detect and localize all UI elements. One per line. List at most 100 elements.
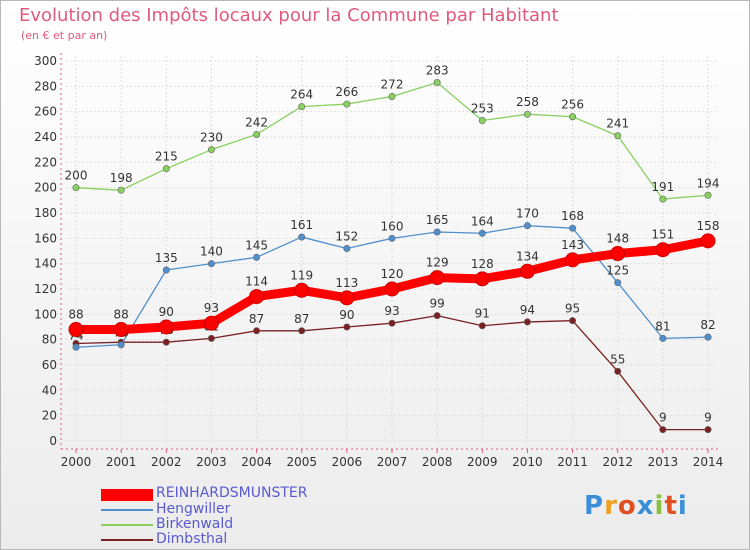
data-point <box>158 319 174 335</box>
y-tick-label: 120 <box>34 282 57 296</box>
data-label: 128 <box>471 257 494 271</box>
data-point <box>659 426 667 434</box>
data-point <box>655 242 671 258</box>
data-label: 140 <box>200 245 223 259</box>
data-label: 264 <box>290 88 313 102</box>
y-tick-label: 160 <box>34 231 57 245</box>
data-point <box>659 195 667 203</box>
data-point <box>253 130 261 138</box>
data-label: 215 <box>155 150 178 164</box>
data-point <box>207 334 215 342</box>
x-tick-label: 2009 <box>467 455 498 469</box>
data-label: 160 <box>381 219 404 233</box>
data-point <box>433 312 441 320</box>
data-label: 272 <box>381 77 404 91</box>
data-point <box>343 323 351 331</box>
data-point <box>339 290 355 306</box>
data-point <box>700 233 716 249</box>
data-point <box>117 186 125 194</box>
data-label: 81 <box>655 319 670 333</box>
data-point <box>298 103 306 111</box>
data-label: 88 <box>68 308 83 322</box>
data-point <box>72 343 80 351</box>
data-label: 90 <box>339 308 354 322</box>
data-point <box>388 319 396 327</box>
x-tick-label: 2010 <box>512 455 543 469</box>
data-point <box>388 92 396 100</box>
data-point <box>519 263 535 279</box>
data-point <box>704 333 712 341</box>
legend-label: Dimbsthal <box>156 531 228 547</box>
data-point <box>298 327 306 335</box>
legend-swatch <box>101 489 153 501</box>
data-label: 266 <box>335 85 358 99</box>
data-label: 87 <box>249 312 264 326</box>
y-tick-label: 220 <box>34 155 57 169</box>
data-point <box>72 184 80 192</box>
data-label: 120 <box>381 267 404 281</box>
data-label: 87 <box>294 312 309 326</box>
y-tick-label: 40 <box>42 383 57 397</box>
data-label: 113 <box>335 276 358 290</box>
data-label: 114 <box>245 275 268 289</box>
data-label: 258 <box>516 95 539 109</box>
data-point <box>117 341 125 349</box>
legend-swatch <box>101 539 153 541</box>
y-tick-label: 240 <box>34 130 57 144</box>
data-label: 164 <box>471 214 494 228</box>
data-point <box>478 117 486 125</box>
data-point <box>203 315 219 331</box>
data-point <box>253 327 261 335</box>
y-tick-label: 300 <box>34 54 57 68</box>
x-tick-label: 2001 <box>106 455 137 469</box>
data-point <box>523 222 531 230</box>
data-point <box>294 282 310 298</box>
y-tick-label: 60 <box>42 358 57 372</box>
data-label: 135 <box>155 251 178 265</box>
data-label: 93 <box>384 304 399 318</box>
x-tick-label: 2008 <box>422 455 453 469</box>
data-label: 145 <box>245 238 268 252</box>
data-label: 242 <box>245 115 268 129</box>
data-point <box>569 224 577 232</box>
data-point <box>614 367 622 375</box>
data-label: 256 <box>561 98 584 112</box>
data-label: 253 <box>471 102 494 116</box>
x-tick-label: 2012 <box>602 455 633 469</box>
data-point <box>162 165 170 173</box>
data-point <box>113 322 129 338</box>
x-tick-label: 2007 <box>377 455 408 469</box>
y-tick-label: 260 <box>34 105 57 119</box>
data-label: 82 <box>700 318 715 332</box>
data-point <box>478 229 486 237</box>
data-label: 143 <box>561 238 584 252</box>
data-point <box>523 318 531 326</box>
data-label: 200 <box>65 169 88 183</box>
data-label: 9 <box>659 411 667 425</box>
data-point <box>249 289 265 305</box>
data-label: 168 <box>561 209 584 223</box>
data-point <box>298 233 306 241</box>
data-label: 148 <box>606 232 629 246</box>
y-tick-label: 180 <box>34 206 57 220</box>
data-point <box>343 100 351 108</box>
data-point <box>614 279 622 287</box>
y-tick-label: 280 <box>34 79 57 93</box>
data-label: 93 <box>204 301 219 315</box>
data-point <box>523 110 531 118</box>
data-label: 90 <box>159 305 174 319</box>
data-point <box>565 252 581 268</box>
data-label: 88 <box>114 308 129 322</box>
data-point <box>384 281 400 297</box>
data-label: 125 <box>606 264 629 278</box>
data-point <box>474 271 490 287</box>
data-label: 230 <box>200 131 223 145</box>
data-point <box>207 146 215 154</box>
data-label: 158 <box>697 219 720 233</box>
data-label: 129 <box>426 256 449 270</box>
data-label: 194 <box>697 176 720 190</box>
data-label: 161 <box>290 218 313 232</box>
data-point <box>659 334 667 342</box>
